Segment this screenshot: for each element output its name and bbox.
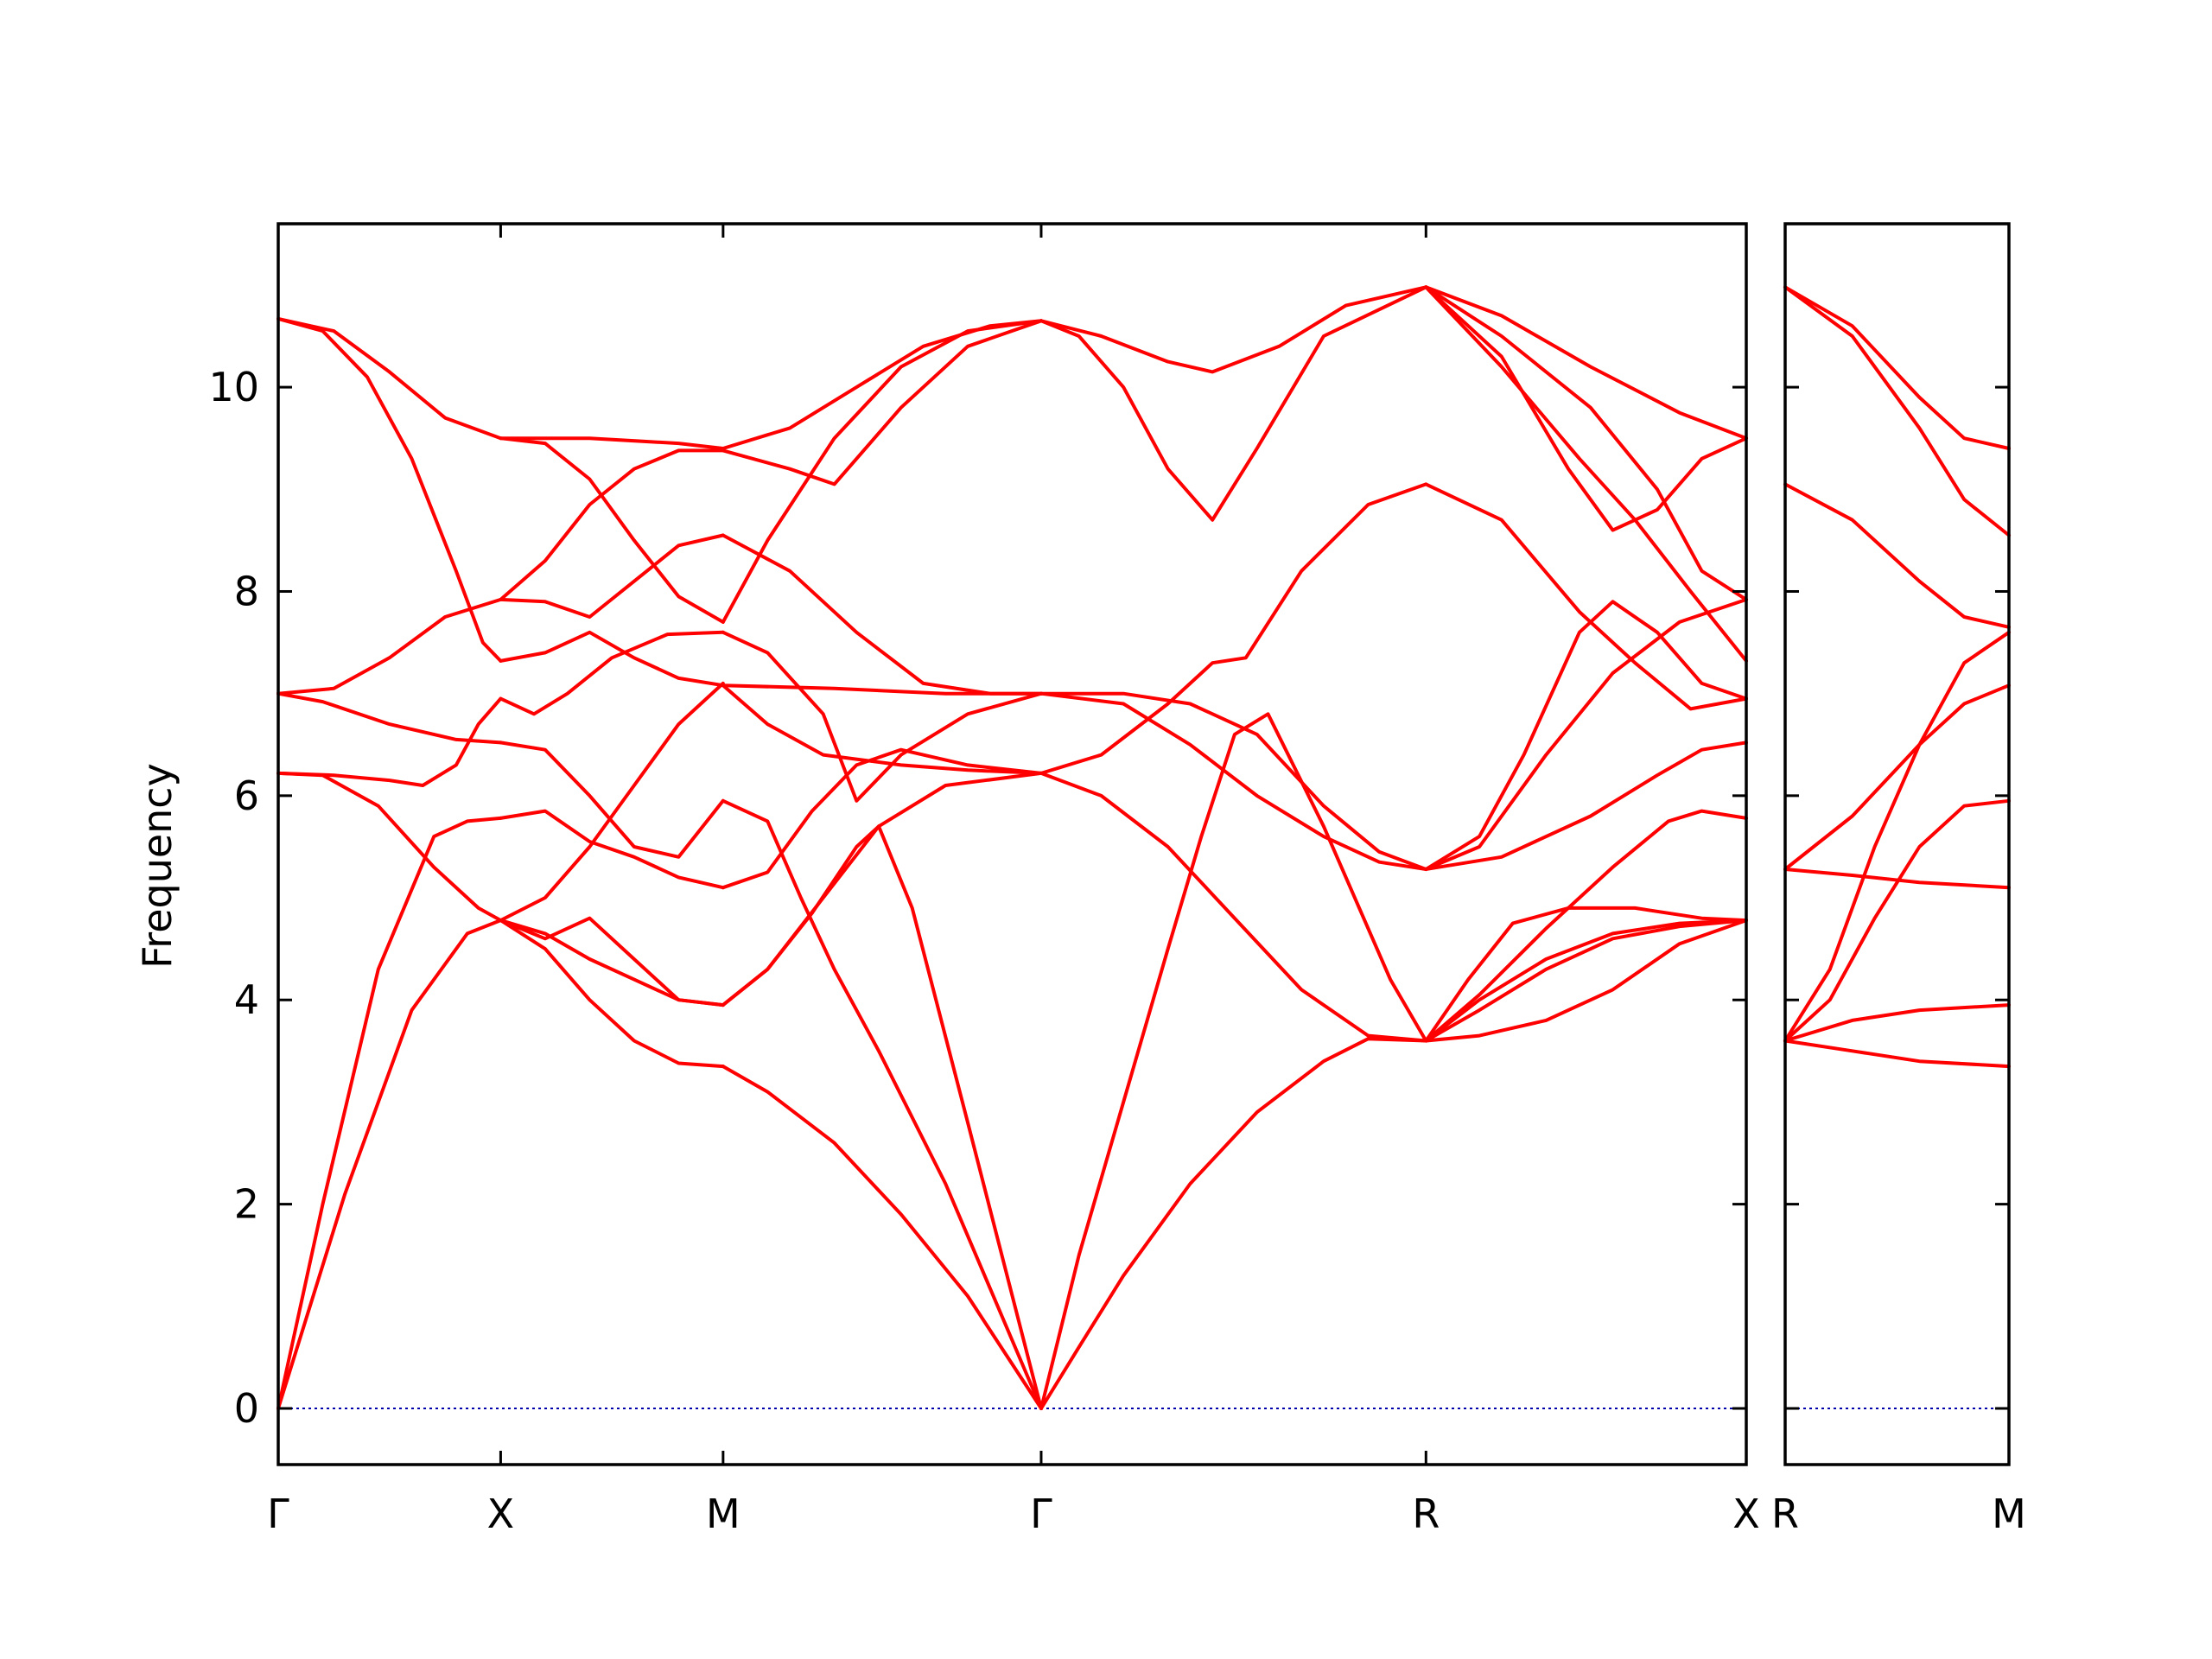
x-tick-label: Γ [1030, 1491, 1052, 1537]
band-line-left-5 [276, 691, 503, 745]
band-line-left-50 [1424, 285, 1748, 532]
band-line-right-7 [1783, 482, 2011, 629]
band-line-right-5 [1783, 868, 2011, 890]
band-line-left-9 [499, 918, 725, 1069]
band-line-left-25 [721, 824, 1043, 1410]
band-line-left-46 [1424, 741, 1748, 871]
x-tick-label: R [1771, 1491, 1799, 1537]
band-line-right-9 [1783, 285, 2011, 450]
band-line-left-38 [1039, 691, 1428, 871]
band-line-left-21 [721, 1065, 1043, 1410]
y-tick-label: 6 [234, 772, 259, 819]
x-tick-label: X [1732, 1491, 1760, 1537]
band-line-left-11 [499, 916, 725, 1007]
band-line-left-44 [1424, 906, 1748, 1043]
band-line-left-51 [1424, 285, 1748, 663]
plot-frame-right [1783, 222, 2011, 1466]
band-line-left-27 [721, 630, 1043, 803]
band-line-left-29 [721, 533, 1043, 696]
band-line-left-1 [276, 918, 503, 1410]
band-line-left-32 [721, 319, 1043, 450]
y-tick-label: 0 [234, 1385, 259, 1432]
band-line-left-47 [1424, 600, 1748, 871]
band-line-left-39 [1039, 285, 1428, 374]
band-line-left-41 [1424, 918, 1748, 1043]
y-axis-title: Frequency [134, 763, 181, 969]
band-line-left-30 [721, 319, 1043, 624]
band-line-left-45 [1424, 809, 1748, 1043]
band-line-left-53 [1424, 285, 1748, 441]
band-line-left-19 [499, 436, 725, 624]
band-line-right-3 [1783, 798, 2011, 1043]
y-tick-label: 2 [234, 1181, 259, 1228]
band-line-left-16 [499, 630, 725, 688]
band-line-left-42 [1424, 918, 1748, 1043]
band-line-left-22 [721, 798, 1043, 1410]
band-line-left-36 [1039, 482, 1428, 775]
band-line-left-31 [721, 319, 1043, 486]
band-line-left-6 [276, 597, 503, 696]
band-line-left-48 [1424, 597, 1748, 871]
band-line-right-4 [1783, 630, 2011, 1043]
band-line-left-3 [276, 696, 503, 787]
y-tick-label: 10 [208, 364, 259, 410]
x-tick-label: M [1992, 1491, 2026, 1537]
band-line-left-18 [499, 448, 725, 601]
band-line-left-37 [1039, 691, 1428, 871]
x-tick-label: R [1412, 1491, 1440, 1537]
y-tick-label: 8 [234, 568, 259, 614]
band-line-left-17 [499, 533, 725, 619]
band-line-left-40 [1039, 285, 1428, 522]
band-line-left-33 [1039, 1037, 1428, 1410]
band-line-left-4 [276, 771, 503, 923]
band-line-left-52 [1424, 285, 1748, 601]
band-line-left-49 [1424, 482, 1748, 711]
band-line-left-35 [1039, 771, 1428, 1043]
band-line-left-23 [721, 747, 1043, 890]
band-line-left-2 [276, 816, 503, 1410]
band-line-left-8 [276, 316, 503, 441]
panel-left: 0 2 4 6 8 10 Γ X M Γ R X [208, 222, 1760, 1537]
x-tick-label: Γ [267, 1491, 289, 1537]
band-line-left-15 [499, 741, 725, 859]
y-tick-label: 4 [234, 976, 259, 1023]
plot-frame-left [276, 222, 1748, 1466]
band-line-right-8 [1783, 285, 2011, 537]
band-line-left-26 [721, 683, 1043, 775]
band-line-left-34 [1039, 712, 1428, 1410]
band-line-right-6 [1783, 683, 2011, 871]
band-line-left-7 [276, 316, 503, 663]
band-line-left-24 [721, 771, 1043, 1007]
band-line-left-14 [499, 630, 725, 716]
band-line-left-13 [499, 809, 725, 890]
band-line-right-1 [1783, 1039, 2011, 1069]
x-tick-label: M [706, 1491, 741, 1537]
band-line-left-12 [499, 681, 725, 923]
band-line-left-20 [499, 436, 725, 450]
band-line-right-2 [1783, 1003, 2011, 1043]
x-tick-label: X [487, 1491, 515, 1537]
band-line-left-43 [1424, 918, 1748, 1043]
